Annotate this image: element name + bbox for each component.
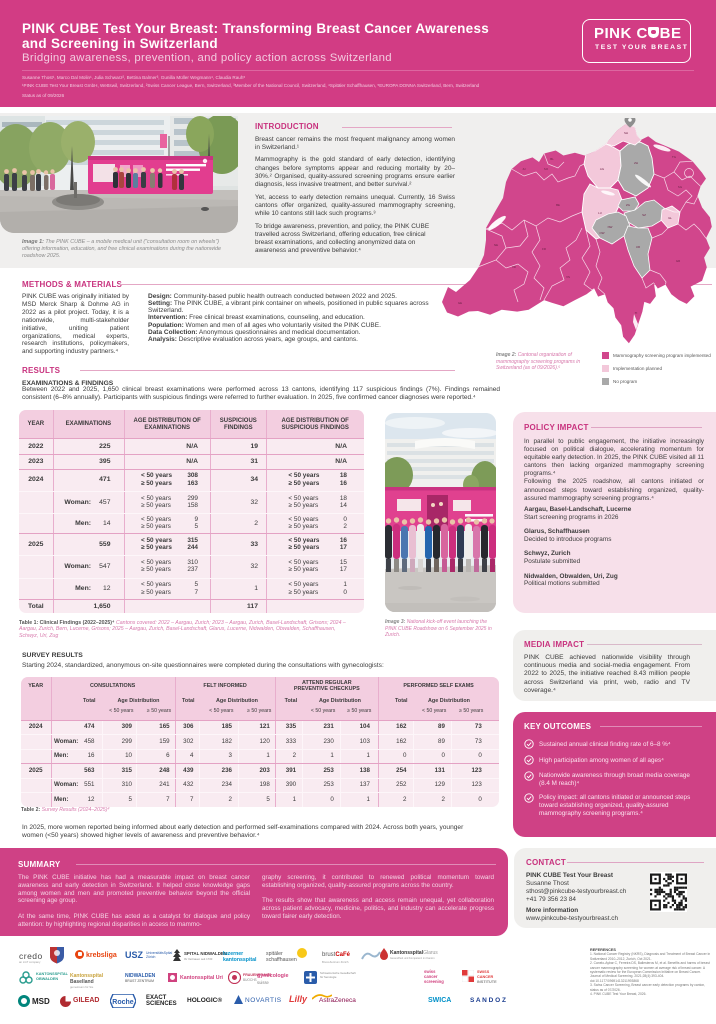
svg-text:GE: GE	[458, 301, 462, 305]
svg-text:UR: UR	[636, 245, 640, 249]
svg-text:JU: JU	[522, 167, 526, 171]
svg-text:OW: OW	[600, 231, 605, 235]
svg-text:GL: GL	[668, 216, 672, 220]
svg-text:Roche: Roche	[112, 999, 134, 1006]
svg-text:VS: VS	[566, 275, 570, 279]
svg-text:FR: FR	[542, 247, 546, 251]
svg-text:GR: GR	[676, 259, 680, 263]
svg-text:TI: TI	[635, 311, 638, 315]
svg-text:ZH: ZH	[634, 161, 638, 165]
svg-text:TG: TG	[672, 155, 677, 159]
svg-text:SH: SH	[624, 131, 628, 135]
svg-text:AG: AG	[600, 167, 605, 171]
svg-text:BL: BL	[550, 157, 554, 161]
svg-text:LU: LU	[598, 211, 602, 215]
svg-text:SG: SG	[678, 185, 683, 189]
svg-text:ZG: ZG	[626, 203, 631, 207]
svg-text:VD: VD	[512, 265, 516, 269]
svg-text:SZ: SZ	[642, 213, 646, 217]
svg-text:BE: BE	[556, 203, 560, 207]
svg-text:SO: SO	[544, 167, 549, 171]
svg-text:NE: NE	[494, 243, 498, 247]
svg-text:NW: NW	[608, 225, 613, 229]
